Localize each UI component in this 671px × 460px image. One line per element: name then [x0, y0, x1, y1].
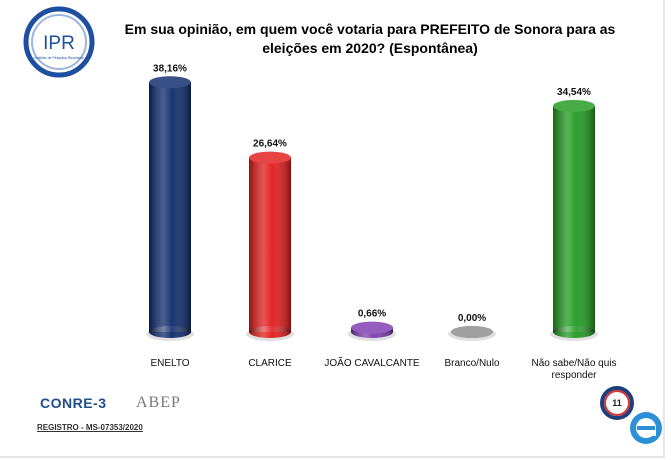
category-label: ENELTO — [150, 358, 189, 369]
bar-5 — [550, 99, 598, 341]
bar-2 — [246, 151, 294, 341]
category-label: JOÃO CAVALCANTE — [324, 356, 420, 369]
category-label: Branco/Nulo — [444, 358, 499, 369]
value-label: 0,66% — [358, 309, 386, 320]
value-label: 38,16% — [153, 63, 187, 74]
category-label: CLARICE — [248, 358, 292, 369]
e-logo-icon — [630, 412, 662, 444]
conre-logo: CONRE-3 — [40, 395, 107, 411]
ipr-logo-text: IPR — [43, 33, 75, 54]
value-label: 0,00% — [458, 313, 486, 324]
bar-4 — [448, 326, 496, 341]
abep-logo: ABEP — [136, 394, 181, 411]
chart-title: Em sua opinião, em quem você votaria par… — [124, 21, 616, 56]
bar-1 — [146, 76, 194, 341]
value-label: 34,54% — [557, 87, 591, 98]
category-label: Não sabe/Não quis responder — [531, 358, 616, 381]
ipr-logo-subtitle: Instituto de Pesquisa Resultado — [34, 56, 83, 60]
registro-text: REGISTRO - MS-07353/2020 — [37, 423, 143, 432]
ipr-logo: IPR Instituto de Pesquisa Resultado — [23, 6, 95, 78]
value-label: 26,64% — [253, 139, 287, 150]
page-number-badge: 11 — [600, 386, 634, 420]
bar-3 — [348, 321, 396, 341]
